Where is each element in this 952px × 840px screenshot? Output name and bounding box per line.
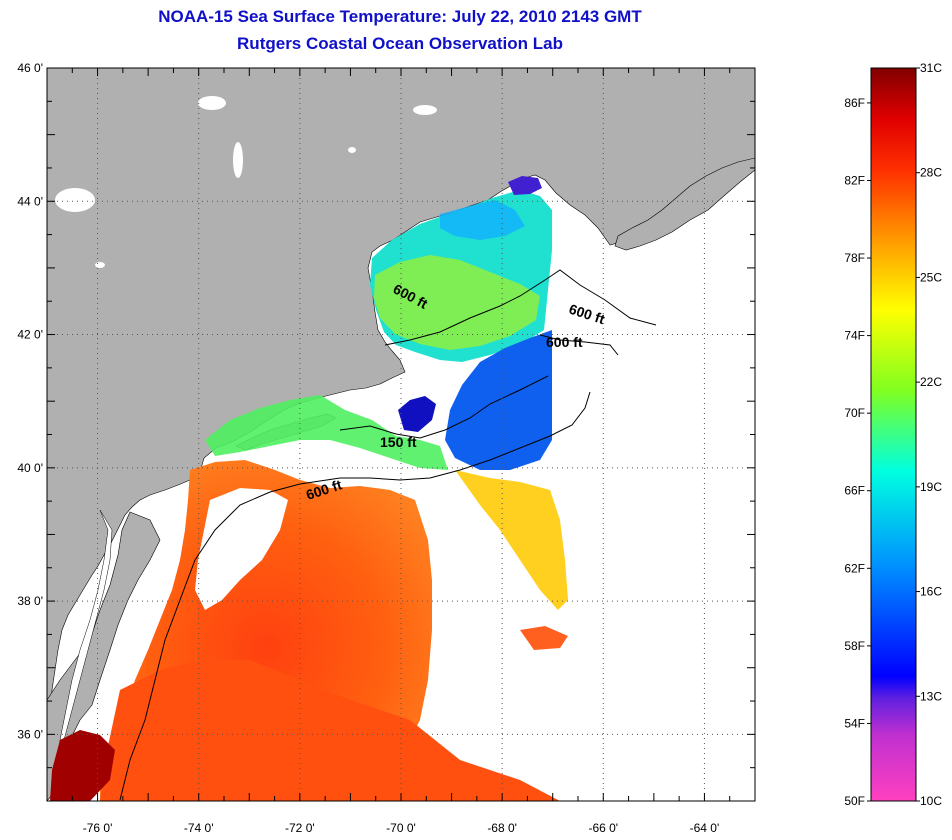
- lon-tick-label: -76 0': [83, 821, 113, 835]
- colorbar: [870, 67, 917, 802]
- contour-label: 600 ft: [546, 334, 583, 350]
- lat-tick-label: 42 0': [17, 328, 43, 342]
- colorbar-ticks: 86F 82F 78F 74F 70F 66F 62F 58F 54F 50F 31C 28C 25C 2…: [844, 61, 942, 808]
- lake: [198, 96, 226, 110]
- lake: [413, 105, 437, 115]
- sst-gulf-of-maine-green: [374, 255, 540, 350]
- lat-tick-label: 36 0': [17, 727, 43, 741]
- colorbar-c-label: 13C: [920, 689, 942, 703]
- colorbar-c-label: 16C: [920, 585, 942, 599]
- colorbar-c-label: 31C: [920, 61, 942, 75]
- lat-tick-label: 44 0': [17, 194, 43, 208]
- lake: [233, 142, 243, 178]
- colorbar-c-label: 22C: [920, 375, 942, 389]
- sst-nantucket-cold: [398, 396, 436, 432]
- sst-mid-atlantic-south: [100, 660, 560, 801]
- colorbar-f-label: 54F: [844, 716, 865, 730]
- sst-gulf-of-maine-blue: [440, 200, 525, 240]
- lon-tick-label: -70 0': [386, 821, 416, 835]
- lon-tick-label: -68 0': [487, 821, 517, 835]
- sst-shelf-green: [205, 395, 448, 470]
- isobath-lines: [119, 269, 657, 801]
- colorbar-f-label: 74F: [844, 329, 865, 343]
- colorbar-c-label: 25C: [920, 270, 942, 284]
- colorbar-f-label: 50F: [844, 794, 865, 808]
- sst-mid-atlantic-gap: [195, 488, 288, 610]
- land-nova-scotia: [614, 157, 755, 251]
- colorbar-f-label: 82F: [844, 173, 865, 187]
- colorbar-f-label: 70F: [844, 406, 865, 420]
- lat-tick-label: 46 0': [17, 61, 43, 75]
- colorbar-c-label: 10C: [920, 794, 942, 808]
- contour-label: 150 ft: [380, 434, 417, 450]
- lake: [348, 147, 356, 153]
- lon-tick-label: -64 0': [690, 821, 720, 835]
- land-us-northeast: [47, 68, 755, 801]
- lake: [95, 262, 105, 268]
- colorbar-f-label: 62F: [844, 561, 865, 575]
- lat-tick-label: 40 0': [17, 461, 43, 475]
- colorbar-f-label: 58F: [844, 639, 865, 653]
- lon-tick-label: -74 0': [184, 821, 214, 835]
- lon-tick-label: -72 0': [285, 821, 315, 835]
- sst-patch: [520, 626, 568, 650]
- sst-bay-of-fundy-cold: [508, 176, 542, 195]
- map-subtitle: Rutgers Coastal Ocean Observation Lab: [237, 34, 563, 53]
- colorbar-f-label: 86F: [844, 96, 865, 110]
- colorbar-c-label: 19C: [920, 480, 942, 494]
- colorbar-c-label: 28C: [920, 166, 942, 180]
- lon-tick-label: -66 0': [588, 821, 618, 835]
- colorbar-f-label: 78F: [844, 251, 865, 265]
- colorbar-f-label: 66F: [844, 484, 865, 498]
- sst-warm-slope-yellow: [455, 470, 568, 610]
- map-axes: 46 0' 44 0' 42 0' 40 0' 38 0' 36 0' -76 0' -74 …: [17, 61, 756, 835]
- map-title: NOAA-15 Sea Surface Temperature: July 22…: [158, 7, 642, 26]
- lake: [55, 188, 95, 212]
- sst-coastal-hot: [50, 730, 115, 801]
- lat-tick-label: 38 0': [17, 594, 43, 608]
